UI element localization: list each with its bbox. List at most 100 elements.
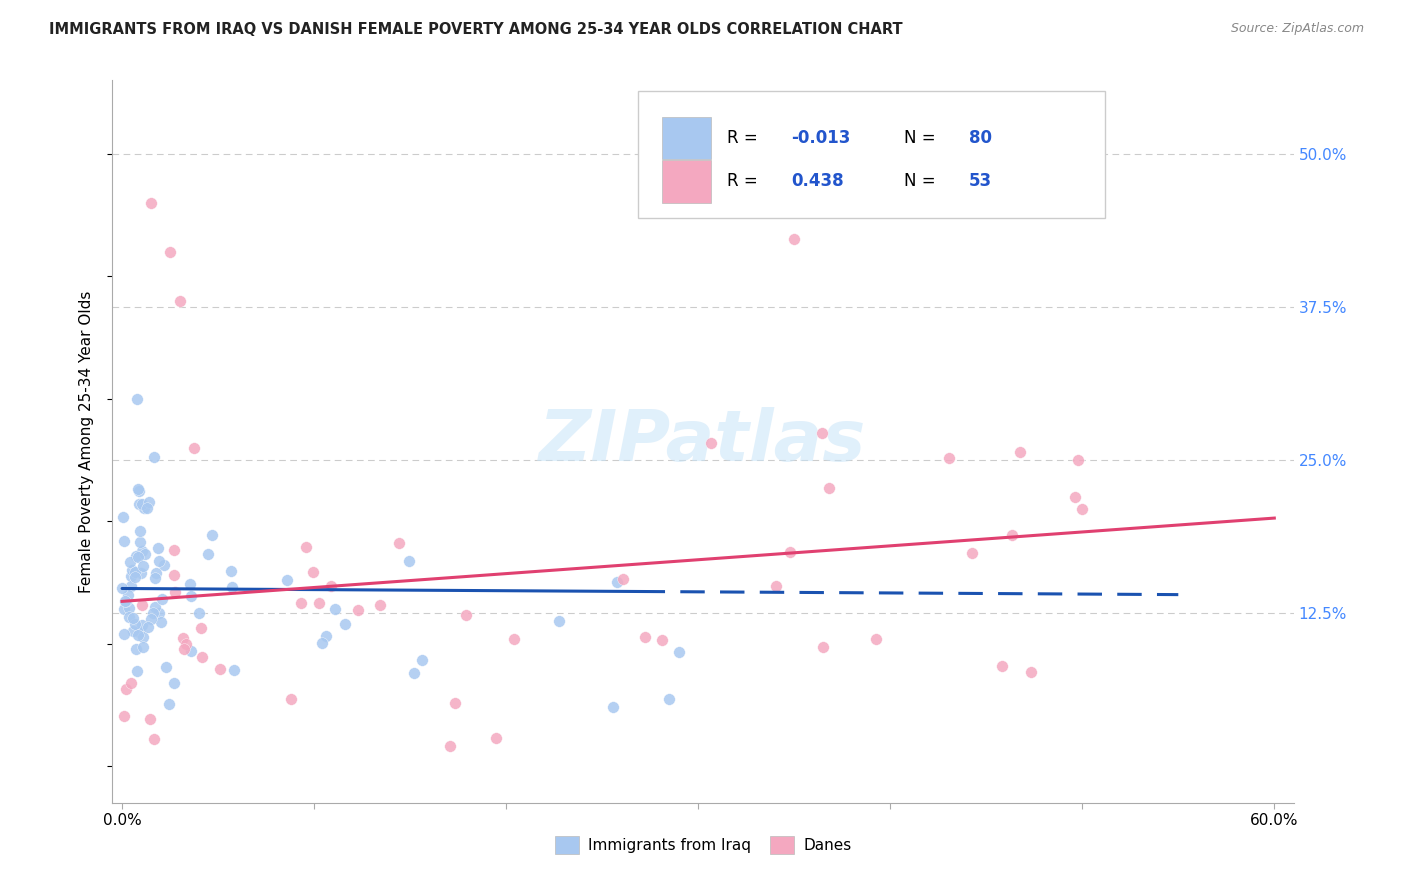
Point [112, 534, 135, 549]
Point [209, 662, 232, 676]
Point [302, 566, 325, 580]
Point [443, 696, 465, 710]
Point [142, 731, 165, 746]
Point [811, 640, 834, 655]
Text: -0.013: -0.013 [792, 129, 851, 147]
Text: 0.438: 0.438 [792, 172, 844, 190]
Point [150, 615, 173, 629]
Point [700, 435, 723, 450]
Point [1071, 502, 1094, 516]
Point [131, 617, 153, 632]
Point [280, 692, 302, 706]
Point [1019, 665, 1042, 680]
Text: R =: R = [727, 172, 762, 190]
Point [398, 554, 420, 568]
Point [132, 630, 155, 644]
Point [142, 606, 165, 620]
Point [411, 652, 433, 666]
Y-axis label: Female Poverty Among 25-34 Year Olds: Female Poverty Among 25-34 Year Olds [79, 291, 94, 592]
Point [143, 600, 166, 615]
Point [548, 614, 571, 628]
Point [634, 630, 657, 644]
Point [311, 636, 333, 650]
Point [938, 450, 960, 465]
Point [335, 616, 357, 631]
Point [606, 575, 628, 590]
Point [668, 645, 690, 659]
Point [118, 555, 141, 569]
Text: 53: 53 [969, 172, 991, 190]
Point [153, 558, 176, 573]
Point [131, 497, 153, 511]
Point [157, 697, 180, 711]
Point [112, 602, 135, 616]
Point [115, 593, 138, 607]
Point [142, 450, 165, 464]
Point [148, 606, 170, 620]
Text: N =: N = [904, 129, 941, 147]
Point [991, 659, 1014, 673]
Point [127, 549, 149, 564]
Point [163, 542, 186, 557]
Point [865, 632, 887, 646]
Point [148, 554, 170, 568]
Point [124, 565, 146, 579]
Point [122, 624, 145, 638]
Point [368, 598, 391, 612]
Point [111, 581, 134, 595]
Point [818, 481, 841, 495]
Point [136, 620, 159, 634]
Point [295, 540, 318, 554]
Point [163, 676, 186, 690]
Point [651, 633, 673, 648]
Point [124, 616, 146, 631]
Point [183, 441, 205, 455]
Point [159, 244, 181, 259]
Point [128, 483, 150, 498]
Point [190, 621, 212, 635]
Point [131, 543, 153, 558]
Point [765, 579, 787, 593]
Point [120, 675, 142, 690]
Point [129, 535, 152, 549]
Legend: Immigrants from Iraq, Danes: Immigrants from Iraq, Danes [548, 830, 858, 860]
Point [121, 611, 143, 625]
Text: R =: R = [727, 129, 762, 147]
Point [121, 563, 143, 577]
Point [128, 497, 150, 511]
Point [117, 588, 139, 602]
Point [146, 541, 169, 555]
Point [172, 631, 194, 645]
Text: Source: ZipAtlas.com: Source: ZipAtlas.com [1230, 22, 1364, 36]
Point [127, 482, 149, 496]
Point [120, 579, 142, 593]
Point [485, 731, 508, 745]
Point [134, 547, 156, 561]
Point [139, 612, 162, 626]
Point [276, 574, 298, 588]
Point [347, 603, 370, 617]
Point [131, 598, 153, 612]
Point [139, 195, 162, 210]
Point [124, 570, 146, 584]
Point [502, 632, 524, 647]
Point [1064, 490, 1087, 504]
Point [143, 571, 166, 585]
Point [135, 501, 157, 516]
Point [180, 644, 202, 658]
Text: IMMIGRANTS FROM IRAQ VS DANISH FEMALE POVERTY AMONG 25-34 YEAR OLDS CORRELATION : IMMIGRANTS FROM IRAQ VS DANISH FEMALE PO… [49, 22, 903, 37]
Text: 80: 80 [969, 129, 991, 147]
Point [114, 681, 136, 696]
Point [222, 663, 245, 677]
Point [124, 641, 146, 656]
Point [118, 600, 141, 615]
Point [962, 546, 984, 560]
Point [129, 566, 152, 580]
Point [176, 637, 198, 651]
Point [1067, 452, 1090, 467]
Point [811, 426, 834, 441]
Point [155, 660, 177, 674]
Point [127, 392, 149, 406]
Point [191, 650, 214, 665]
Point [111, 509, 134, 524]
